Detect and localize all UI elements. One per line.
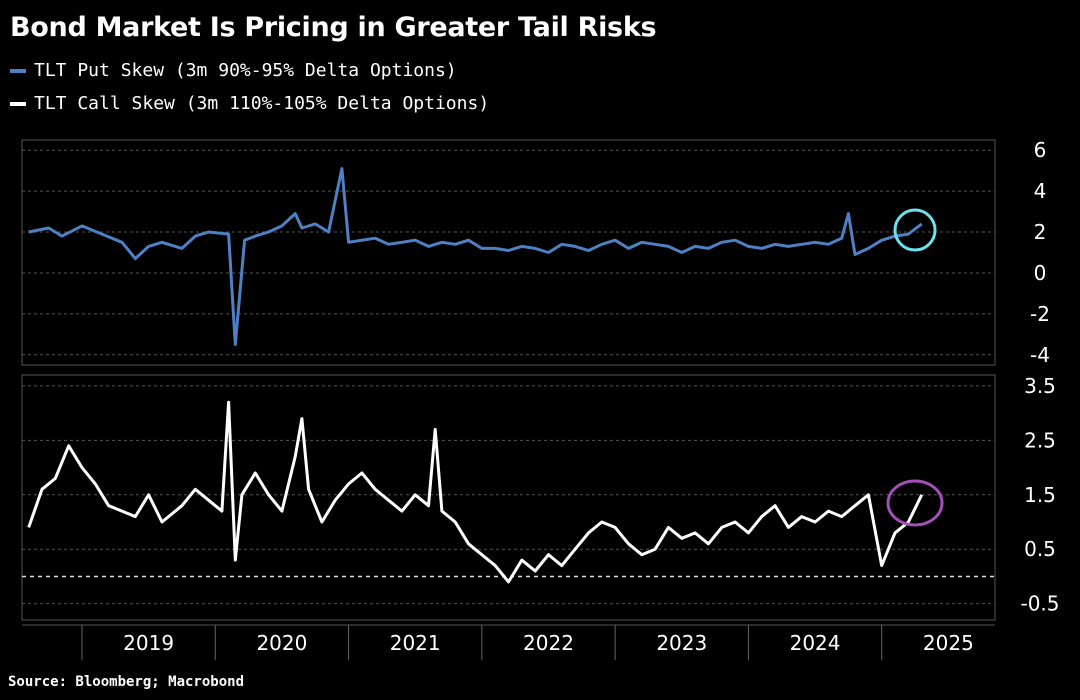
x-tick-label: 2024	[790, 631, 841, 655]
series-line-call	[27, 400, 924, 584]
y-tick-label-put: 0	[1034, 261, 1047, 285]
legend-item-call-skew: TLT Call Skew (3m 110%-105% Delta Option…	[10, 93, 489, 114]
legend-item-put-skew: TLT Put Skew (3m 90%-95% Delta Options)	[10, 60, 457, 81]
y-tick-label-put: 4	[1034, 179, 1047, 203]
panel-frame-put	[21, 139, 996, 366]
x-tick-label: 2020	[256, 631, 307, 655]
x-tick-label: 2022	[523, 631, 574, 655]
x-tick-label: 2023	[656, 631, 707, 655]
x-tick-label: 2021	[390, 631, 441, 655]
y-tick-label-call: 3.5	[1024, 374, 1056, 398]
legend-swatch-call-skew	[10, 101, 26, 106]
y-tick-label-put: -2	[1030, 302, 1050, 326]
put-skew-panel: 6 4 2 0 -2 -4	[21, 138, 1050, 367]
legend-label-put-skew: TLT Put Skew (3m 90%-95% Delta Options)	[34, 60, 457, 81]
x-axis: 2019 2020 2021 2022 2023 2024 2025	[22, 624, 995, 660]
source-note: Source: Bloomberg; Macrobond	[8, 674, 245, 690]
y-tick-label-call: 0.5	[1024, 537, 1056, 561]
highlight-ellipse-call	[886, 479, 944, 527]
y-tick-label-call: -0.5	[1020, 592, 1059, 616]
legend-label-call-skew: TLT Call Skew (3m 110%-105% Delta Option…	[34, 93, 490, 114]
chart-title: Bond Market Is Pricing in Greater Tail R…	[10, 12, 657, 43]
legend-swatch-put-skew	[10, 68, 26, 73]
series-line-put	[28, 167, 923, 346]
call-skew-panel: 3.5 2.5 1.5 0.5 -0.5	[21, 374, 1060, 621]
x-tick-label: 2019	[123, 631, 174, 655]
y-tick-label-put: 6	[1034, 138, 1047, 162]
panel-frame-call	[21, 374, 996, 621]
highlight-circle-put	[893, 208, 937, 252]
y-tick-label-put: -4	[1030, 343, 1050, 367]
y-tick-label-call: 2.5	[1024, 428, 1056, 452]
y-tick-label-put: 2	[1034, 220, 1047, 244]
x-tick-label: 2025	[923, 631, 974, 655]
y-tick-label-call: 1.5	[1024, 483, 1056, 507]
